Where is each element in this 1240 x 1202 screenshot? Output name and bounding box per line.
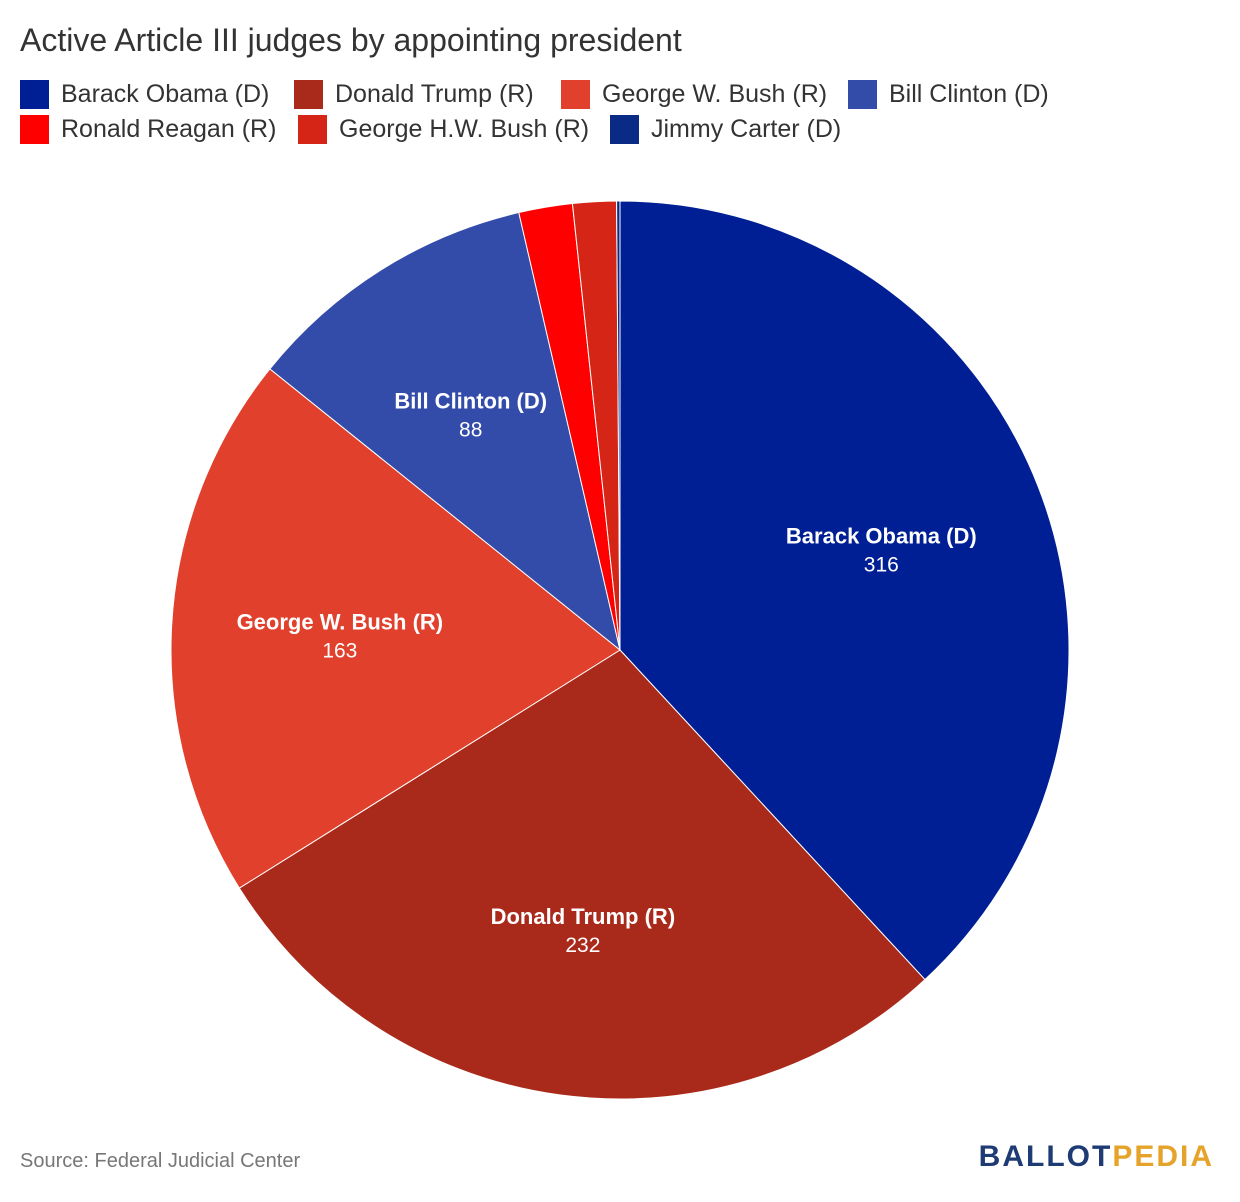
pie-slice-0 bbox=[619, 200, 1070, 981]
legend-label: George H.W. Bush (R) bbox=[339, 115, 590, 143]
slice-label-0: Barack Obama (D) bbox=[786, 524, 977, 549]
slice-value-2: 163 bbox=[322, 640, 357, 663]
logo-text-pedia: PEDIA bbox=[1112, 1140, 1214, 1173]
legend-swatch bbox=[610, 115, 639, 144]
legend-label: Jimmy Carter (D) bbox=[651, 115, 842, 143]
slice-label-2: George W. Bush (R) bbox=[237, 610, 444, 635]
legend-item-ghw-bush: George H.W. Bush (R) bbox=[298, 115, 589, 144]
legend-label: Bill Clinton (D) bbox=[889, 80, 1049, 108]
legend-label: George W. Bush (R) bbox=[602, 80, 828, 108]
slice-value-0: 316 bbox=[864, 554, 899, 577]
legend-swatch bbox=[848, 80, 877, 109]
slice-label-1: Donald Trump (R) bbox=[491, 904, 676, 929]
pie-slice-3 bbox=[269, 211, 621, 652]
legend-label: Ronald Reagan (R) bbox=[61, 115, 277, 143]
slice-value-1: 232 bbox=[565, 934, 600, 957]
legend-item-carter: Jimmy Carter (D) bbox=[610, 115, 841, 144]
legend-swatch bbox=[20, 115, 49, 144]
logo-text-ballot: BALLOT bbox=[978, 1140, 1113, 1173]
legend-item-trump: Donald Trump (R) bbox=[294, 80, 534, 109]
legend-label: Donald Trump (R) bbox=[335, 80, 534, 108]
slice-label-3: Bill Clinton (D) bbox=[394, 388, 547, 413]
legend-swatch bbox=[20, 80, 49, 109]
legend-swatch bbox=[294, 80, 323, 109]
chart-title: Active Article III judges by appointing … bbox=[20, 22, 682, 58]
slice-value-3: 88 bbox=[459, 418, 482, 441]
legend-label: Barack Obama (D) bbox=[61, 80, 270, 108]
pie-slice-6 bbox=[616, 200, 621, 651]
pie-slice-2 bbox=[170, 368, 621, 889]
ballotpedia-logo: BALLOTPEDIA bbox=[979, 1140, 1214, 1174]
legend-item-clinton: Bill Clinton (D) bbox=[848, 80, 1049, 109]
legend-swatch bbox=[298, 115, 327, 144]
legend-item-reagan: Ronald Reagan (R) bbox=[20, 115, 276, 144]
legend-item-obama: Barack Obama (D) bbox=[20, 80, 269, 109]
legend-item-gw-bush: George W. Bush (R) bbox=[561, 80, 827, 109]
legend-swatch bbox=[561, 80, 590, 109]
pie-slice-1 bbox=[238, 649, 926, 1100]
source-note: Source: Federal Judicial Center bbox=[20, 1150, 301, 1172]
